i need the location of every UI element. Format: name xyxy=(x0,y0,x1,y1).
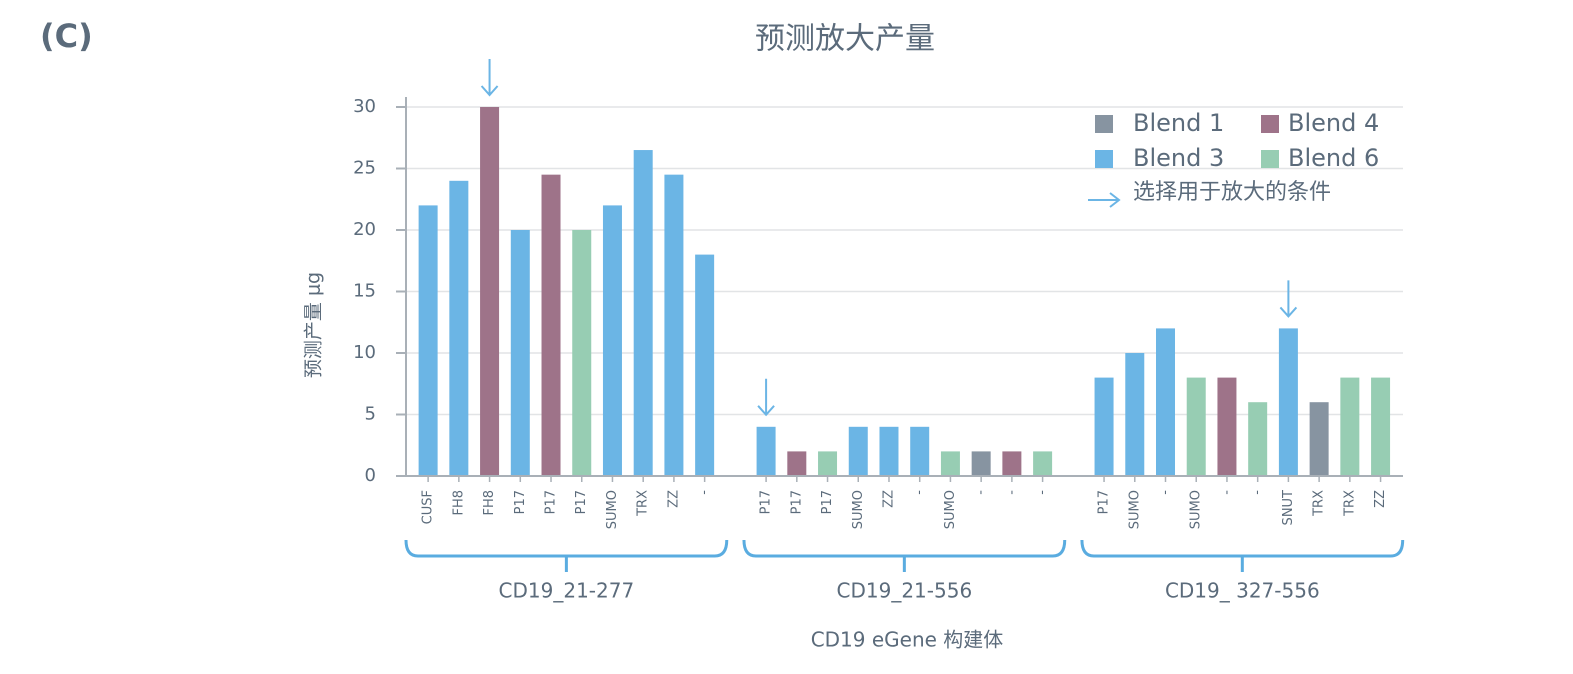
bar xyxy=(1217,377,1237,476)
x-tick-label: TRX xyxy=(1312,490,1327,517)
x-tick-label: - xyxy=(697,490,712,495)
x-tick-label: P17 xyxy=(513,490,528,514)
bar xyxy=(756,426,776,476)
bar xyxy=(818,451,838,476)
bar xyxy=(1156,328,1176,476)
x-tick-label: P17 xyxy=(1097,490,1112,514)
legend-swatch xyxy=(1095,115,1113,133)
bar xyxy=(1002,451,1022,476)
bar xyxy=(1309,402,1329,476)
selection-arrow xyxy=(757,378,775,417)
y-tick-label: 20 xyxy=(353,219,376,240)
legend-label: Blend 1 xyxy=(1133,109,1224,137)
selection-arrow xyxy=(480,59,499,97)
bar xyxy=(940,451,960,476)
bar xyxy=(602,205,622,476)
y-tick-label: 25 xyxy=(353,158,376,179)
y-axis-title: 预测产量 μg xyxy=(303,272,325,378)
y-tick-label: 30 xyxy=(353,96,376,117)
legend-label: Blend 4 xyxy=(1288,109,1379,137)
x-tick-label: TRX xyxy=(636,490,651,517)
legend-label: 选择用于放大的条件 xyxy=(1133,180,1331,205)
legend-label: Blend 3 xyxy=(1133,144,1224,172)
x-tick-label: P17 xyxy=(544,490,559,514)
x-tick-label: - xyxy=(1250,490,1265,495)
x-tick-label: ZZ xyxy=(881,490,896,508)
group-bracket xyxy=(404,539,729,572)
bar xyxy=(510,230,530,476)
group-label: CD19_21-277 xyxy=(499,579,635,603)
x-tick-label: - xyxy=(912,490,927,495)
x-tick-label: ZZ xyxy=(1373,490,1388,508)
y-tick-label: 0 xyxy=(365,465,376,486)
x-tick-label: SNUT xyxy=(1281,490,1296,525)
panel-label: (C) xyxy=(40,17,93,55)
x-axis-title: CD19 eGene 构建体 xyxy=(811,628,1004,652)
x-tick-label: SUMO xyxy=(605,490,620,529)
legend-swatch xyxy=(1095,150,1113,168)
bar xyxy=(572,230,592,476)
x-tick-label: SUMO xyxy=(1189,490,1204,529)
bar xyxy=(1248,402,1268,476)
chart-title: 预测放大产量 xyxy=(755,22,935,57)
y-tick-label: 5 xyxy=(365,404,376,425)
bar xyxy=(1186,377,1206,476)
bar xyxy=(971,451,991,476)
bar xyxy=(1094,377,1114,476)
legend-label: Blend 6 xyxy=(1288,144,1379,172)
x-tick-label: FH8 xyxy=(482,490,497,516)
x-tick-label: FH8 xyxy=(451,490,466,516)
x-tick-label: P17 xyxy=(759,490,774,514)
x-tick-label: SUMO xyxy=(1127,490,1142,529)
bar xyxy=(910,426,930,476)
group-bracket xyxy=(1080,539,1405,572)
x-tick-label: ZZ xyxy=(666,490,681,508)
x-tick-label: - xyxy=(1158,490,1173,495)
x-tick-label: - xyxy=(1004,490,1019,495)
x-tick-label: P17 xyxy=(789,490,804,514)
y-tick-label: 15 xyxy=(353,281,376,302)
x-tick-label: SUMO xyxy=(851,490,866,529)
bar xyxy=(664,174,684,476)
bar xyxy=(879,426,899,476)
x-tick-label: - xyxy=(1219,490,1234,495)
x-tick-label: SUMO xyxy=(943,490,958,529)
bar xyxy=(541,174,561,476)
bar xyxy=(787,451,807,476)
group-label: CD19_21-556 xyxy=(837,579,973,603)
legend-arrow xyxy=(1088,192,1121,208)
y-tick-label: 10 xyxy=(353,342,376,363)
x-tick-label: TRX xyxy=(1342,490,1357,517)
bar xyxy=(418,205,438,476)
x-tick-label: P17 xyxy=(574,490,589,514)
x-tick-label: P17 xyxy=(820,490,835,514)
bar xyxy=(1033,451,1053,476)
selection-arrow xyxy=(1279,280,1298,318)
x-tick-label: CUSF xyxy=(421,490,436,524)
legend-swatch xyxy=(1261,150,1279,168)
bar xyxy=(1278,328,1298,476)
bar xyxy=(633,150,653,477)
group-label: CD19_ 327-556 xyxy=(1165,579,1320,603)
x-tick-label: - xyxy=(1035,490,1050,495)
bar xyxy=(480,107,500,476)
bar xyxy=(1371,377,1391,476)
bar xyxy=(449,180,469,477)
bar xyxy=(1125,353,1145,476)
bar xyxy=(1340,377,1360,476)
bar xyxy=(848,426,868,476)
group-bracket xyxy=(742,539,1067,572)
legend-swatch xyxy=(1261,115,1279,133)
bar xyxy=(695,254,715,476)
x-tick-label: - xyxy=(974,490,989,495)
